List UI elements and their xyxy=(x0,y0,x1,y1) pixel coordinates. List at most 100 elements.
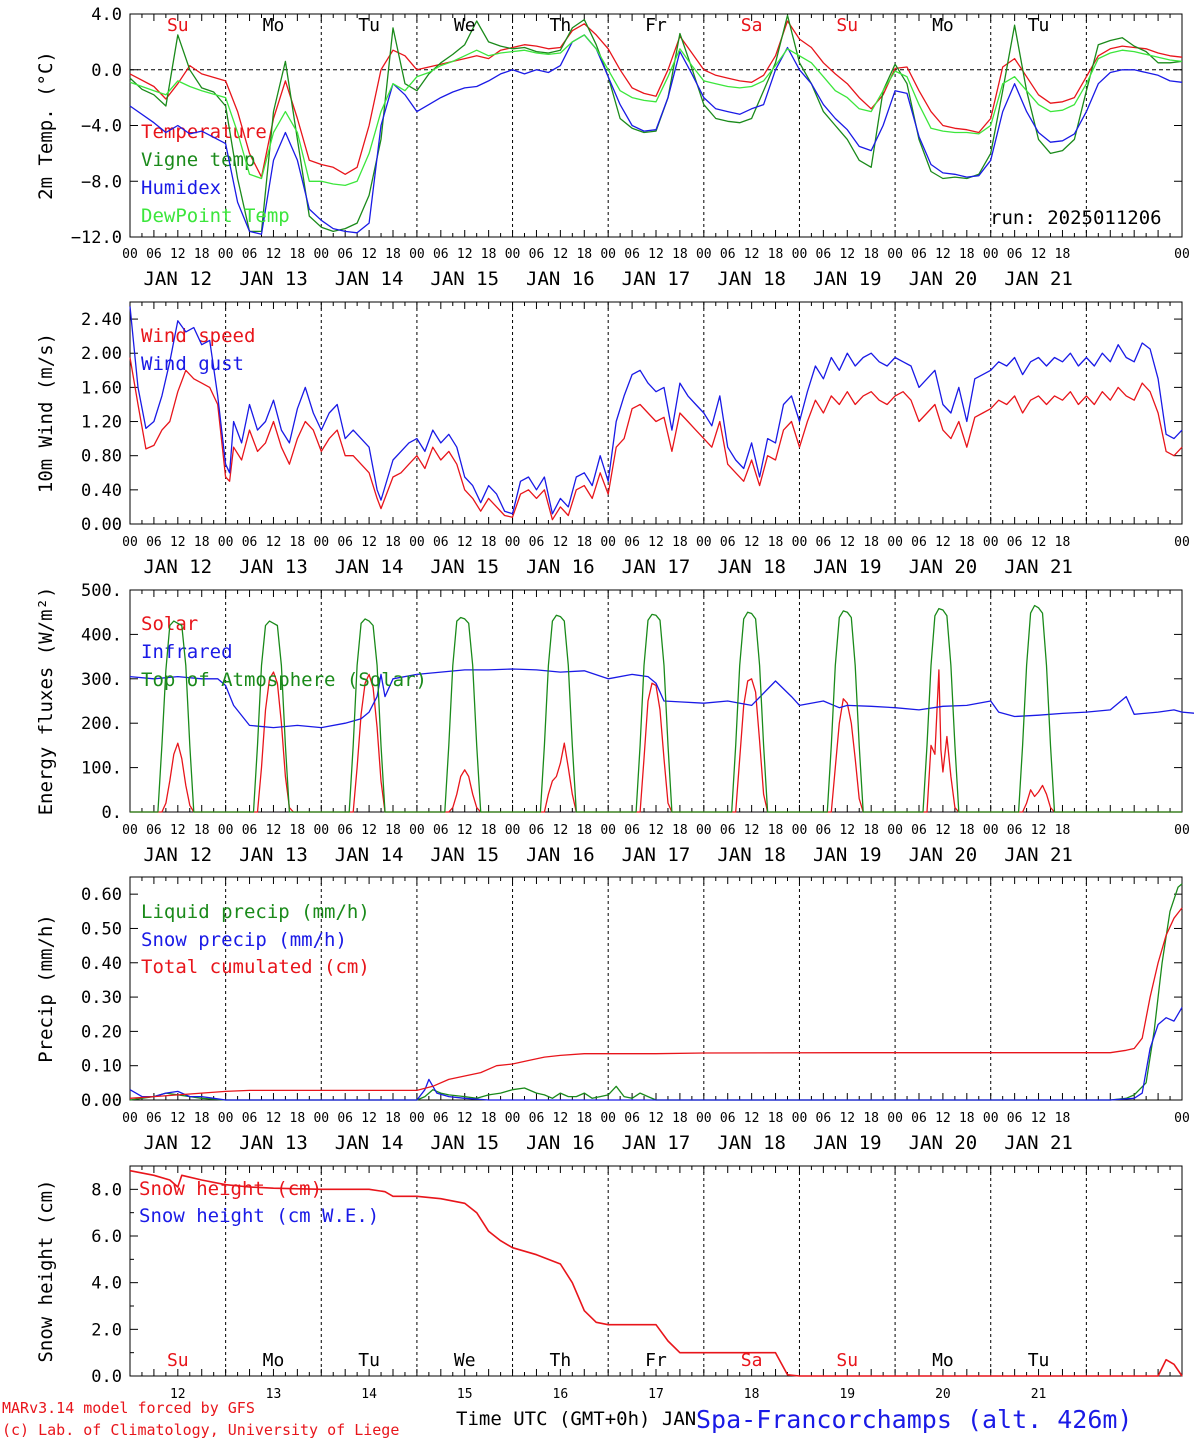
hour-label: 00 xyxy=(600,247,616,262)
y-tick-label: 100. xyxy=(81,759,122,779)
weekday-label: Sa xyxy=(741,15,763,36)
hour-label: 00 xyxy=(505,247,521,262)
y-tick-label: 0.20 xyxy=(81,1022,122,1042)
hour-label: 06 xyxy=(1007,823,1023,838)
hour-label: 18 xyxy=(768,1111,784,1126)
y-tick-label: 0.60 xyxy=(81,885,122,905)
hour-label: 12 xyxy=(553,823,569,838)
hour-label: 00 xyxy=(122,1111,138,1126)
day-label: JAN 17 xyxy=(622,268,691,290)
day-number-label: 16 xyxy=(553,1387,569,1402)
day-label: JAN 20 xyxy=(909,1132,978,1154)
hour-label: 12 xyxy=(361,535,377,550)
day-label: JAN 16 xyxy=(526,556,595,578)
day-label: JAN 13 xyxy=(239,556,308,578)
panel-3: 0. 100. 200. 300. 400. 500. Energy fluxes (W/m… xyxy=(35,581,1194,866)
hour-label: 12 xyxy=(170,535,186,550)
hour-label: 06 xyxy=(529,1111,545,1126)
hour-label: 00 xyxy=(792,535,808,550)
hour-label: 18 xyxy=(290,247,306,262)
hour-label: 00 xyxy=(409,1111,425,1126)
day-label: JAN 19 xyxy=(813,268,882,290)
y-tick-label: 0.30 xyxy=(81,988,122,1008)
hour-label: 00 xyxy=(505,823,521,838)
hour-label: 00 xyxy=(600,535,616,550)
hour-label: 12 xyxy=(744,247,760,262)
hour-label: 06 xyxy=(529,247,545,262)
hour-label: 12 xyxy=(1031,823,1047,838)
day-label: JAN 16 xyxy=(526,1132,595,1154)
hour-label: 18 xyxy=(576,1111,592,1126)
day-number-label: 14 xyxy=(361,1387,377,1402)
hour-label: 18 xyxy=(863,247,879,262)
hour-label: 12 xyxy=(170,823,186,838)
hour-label: 12 xyxy=(266,823,282,838)
hour-label: 06 xyxy=(720,1111,736,1126)
hour-label: 00 xyxy=(1174,247,1190,262)
y-tick-label: −12.0 xyxy=(71,228,122,248)
weekday-label: Su xyxy=(836,15,858,36)
hour-label: 06 xyxy=(1007,247,1023,262)
y-tick-label: −4.0 xyxy=(81,117,122,137)
hour-label: 12 xyxy=(839,247,855,262)
hour-label: 12 xyxy=(839,823,855,838)
hour-label: 12 xyxy=(553,535,569,550)
hour-label: 06 xyxy=(816,247,832,262)
hour-label: 12 xyxy=(935,1111,951,1126)
weekday-label: Su xyxy=(167,15,189,36)
weekday-label: Su xyxy=(167,1350,189,1371)
day-label: JAN 20 xyxy=(909,844,978,866)
hour-label: 12 xyxy=(553,247,569,262)
hour-label: 18 xyxy=(290,823,306,838)
hour-label: 06 xyxy=(337,823,353,838)
hour-label: 00 xyxy=(122,247,138,262)
hour-label: 12 xyxy=(744,823,760,838)
hour-label: 06 xyxy=(146,247,162,262)
hour-label: 18 xyxy=(194,247,210,262)
legend-entry: Infrared xyxy=(141,641,233,663)
day-label: JAN 12 xyxy=(143,268,212,290)
hour-label: 00 xyxy=(600,823,616,838)
panel-1: −12.0−8.0−4.00.04.02m Temp. (°C) Temperat… xyxy=(35,5,1190,290)
hour-label: 18 xyxy=(672,535,688,550)
hour-label: 18 xyxy=(959,1111,975,1126)
day-number-label: 17 xyxy=(648,1387,664,1402)
hour-label: 06 xyxy=(624,247,640,262)
y-tick-label: 4.0 xyxy=(91,1274,122,1294)
hour-label: 12 xyxy=(935,535,951,550)
hour-label: 06 xyxy=(911,535,927,550)
day-number-label: 15 xyxy=(457,1387,473,1402)
panel-2: 0.00 0.40 0.80 1.20 1.60 2.00 2.40 10m Wind (m/… xyxy=(35,301,1190,578)
hour-label: 06 xyxy=(624,535,640,550)
hour-label: 00 xyxy=(409,247,425,262)
y-axis-label: 10m Wind (m/s) xyxy=(35,333,57,493)
legend-entry: Wind gust xyxy=(141,353,244,375)
hour-label: 06 xyxy=(624,823,640,838)
run-annotation: run: 2025011206 xyxy=(990,207,1162,229)
hour-label: 00 xyxy=(887,535,903,550)
hour-label: 06 xyxy=(911,1111,927,1126)
day-label: JAN 12 xyxy=(143,556,212,578)
hour-label: 06 xyxy=(242,247,258,262)
day-label: JAN 15 xyxy=(430,844,499,866)
hour-label: 12 xyxy=(648,247,664,262)
hour-label: 18 xyxy=(481,535,497,550)
weekday-label: Mo xyxy=(932,1350,954,1371)
series-line-dewpoint-temp xyxy=(129,34,1183,187)
hour-label: 12 xyxy=(744,535,760,550)
weekday-label: Tu xyxy=(358,15,380,36)
footer-model-line: MARv3.14 model forced by GFS xyxy=(2,1399,255,1417)
hour-label: 18 xyxy=(385,247,401,262)
y-tick-label: 1.20 xyxy=(81,413,122,433)
hour-label: 18 xyxy=(1055,1111,1071,1126)
hour-label: 18 xyxy=(768,247,784,262)
hour-label: 12 xyxy=(457,1111,473,1126)
y-tick-label: 500. xyxy=(81,581,122,601)
hour-label: 06 xyxy=(1007,535,1023,550)
plot-frame xyxy=(129,301,1183,525)
hour-label: 18 xyxy=(672,247,688,262)
footer-station: Spa-Francorchamps (alt. 426m) xyxy=(696,1405,1133,1434)
hour-label: 06 xyxy=(816,535,832,550)
hour-label: 18 xyxy=(576,823,592,838)
